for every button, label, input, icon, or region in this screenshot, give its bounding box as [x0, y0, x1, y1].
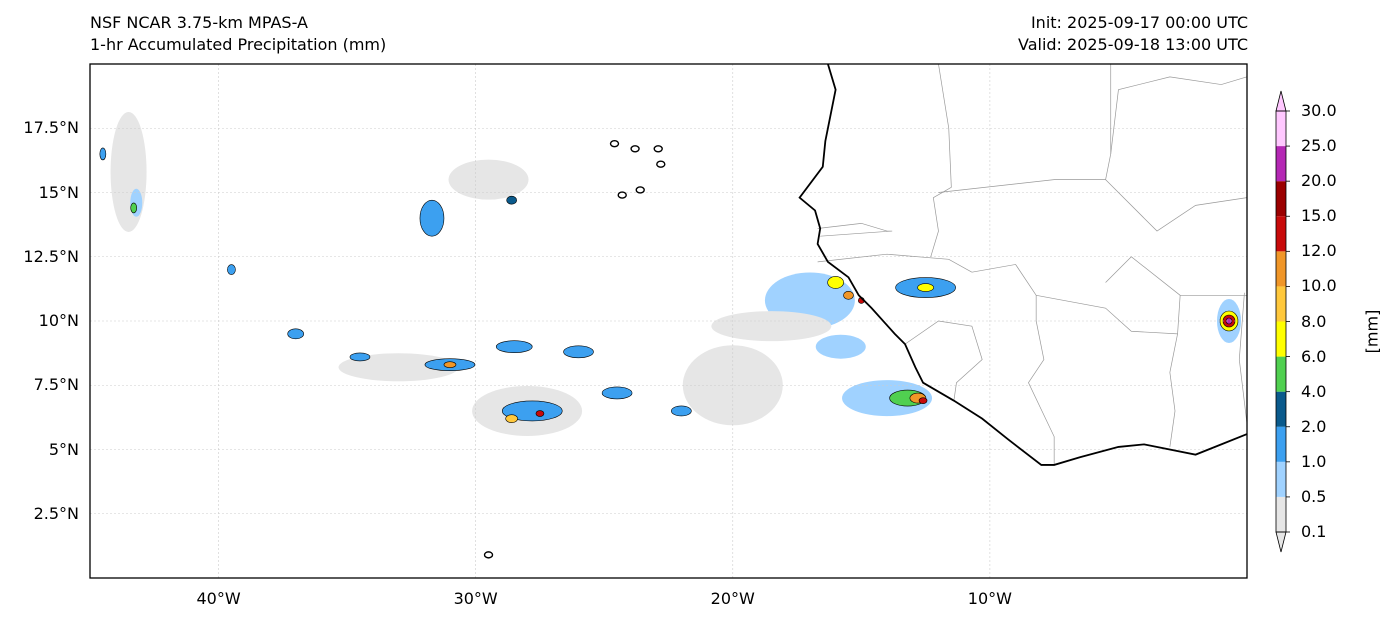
border-line [1105, 179, 1248, 232]
precip-cell [338, 353, 459, 382]
precip-cell [535, 410, 545, 417]
valid-time: Valid: 2025-09-18 13:00 UTC [1017, 35, 1248, 54]
colorbar-tick-label: 20.0 [1301, 171, 1337, 191]
border-line [904, 320, 983, 401]
island-outline [630, 145, 640, 153]
precip-cell [842, 380, 933, 417]
precip-cell [917, 283, 934, 292]
island-outline [483, 551, 494, 559]
border-line [1105, 256, 1181, 296]
title-block: NSF NCAR 3.75-km MPAS-A 1-hr Accumulated… [90, 12, 386, 56]
precip-cell [443, 361, 457, 368]
precip-cell [843, 290, 854, 300]
precip-cell [130, 202, 138, 214]
colorbar-tick-label: 0.1 [1301, 522, 1327, 541]
lat-tick-label: 12.5°N [23, 246, 79, 266]
colorbar-segment [1276, 321, 1286, 357]
colorbar-segment [1276, 391, 1286, 427]
colorbar-tick-label: 30.0 [1301, 101, 1337, 120]
precip-cell [110, 111, 147, 232]
border-line [1036, 294, 1247, 335]
colorbar-segment [1276, 251, 1286, 287]
lon-tick-label: 40°W [196, 589, 241, 608]
precip-cell [827, 276, 844, 289]
lat-tick-label: 17.5°N [23, 118, 79, 138]
island-outline [617, 191, 627, 199]
init-time: Init: 2025-09-17 00:00 UTC [1030, 13, 1248, 32]
island-outline [656, 160, 666, 168]
precip-cell [349, 352, 371, 362]
colorbar-tick-label: 12.0 [1301, 241, 1337, 261]
time-block: Init: 2025-09-17 00:00 UTC Valid: 2025-0… [1018, 12, 1248, 56]
model-title: NSF NCAR 3.75-km MPAS-A [90, 13, 308, 32]
colorbar-units: [mm] [1362, 309, 1382, 354]
colorbar-segment [1276, 426, 1286, 462]
colorbar-extend-min [1275, 531, 1287, 553]
island-outline [609, 139, 620, 148]
lat-tick-label: 15°N [38, 182, 79, 202]
precip-cell [711, 311, 832, 342]
colorbar-segment [1276, 461, 1286, 497]
border-line [1110, 76, 1248, 154]
lon-tick-label: 30°W [453, 589, 498, 608]
precip-cell [918, 397, 928, 404]
precip-cell [506, 195, 517, 205]
border-line [1169, 333, 1178, 447]
lon-tick-label: 10°W [967, 589, 1012, 608]
border-line [938, 64, 1112, 193]
colorbar-segment [1276, 181, 1286, 217]
border-line [1238, 292, 1248, 424]
precip-cell [671, 405, 692, 417]
border-line [817, 253, 973, 273]
colorbar-tick-label: 4.0 [1301, 381, 1327, 401]
lat-tick-label: 2.5°N [33, 503, 79, 523]
colorbar-segment [1276, 496, 1286, 532]
precip-cell [505, 414, 518, 423]
coastline [798, 63, 1248, 466]
colorbar-tick-label: 25.0 [1301, 136, 1337, 156]
field-title: 1-hr Accumulated Precipitation (mm) [90, 35, 387, 54]
precip-layer [99, 111, 1242, 436]
precip-cell [227, 264, 236, 275]
precip-cell [815, 334, 866, 359]
colorbar-segment [1276, 146, 1286, 182]
colorbar-segment [1276, 286, 1286, 322]
colorbar-tick-label: 6.0 [1301, 346, 1327, 366]
colorbar-tick-label: 0.5 [1301, 486, 1327, 506]
border-line [971, 264, 1055, 465]
precip-cell [448, 159, 529, 200]
lon-tick-label: 20°W [710, 589, 755, 608]
gridlines [90, 64, 1247, 578]
islands [483, 139, 666, 559]
coastline-line [798, 63, 1248, 466]
colorbar [1275, 90, 1290, 553]
border-line [930, 63, 952, 257]
colorbar-segment [1276, 111, 1286, 147]
country-borders [817, 63, 1248, 465]
precip-cell [601, 386, 633, 400]
island-outline [635, 186, 645, 194]
colorbar-tick-label: 1.0 [1301, 451, 1327, 471]
colorbar-tick-label: 2.0 [1301, 416, 1327, 436]
colorbar-extend-max [1275, 90, 1287, 112]
precip-cell [501, 400, 563, 422]
precip-cell [419, 199, 445, 237]
lat-tick-label: 10°N [38, 311, 79, 330]
colorbar-tick-label: 15.0 [1301, 206, 1337, 226]
lat-tick-label: 7.5°N [33, 375, 79, 395]
colorbar-tick-label: 8.0 [1301, 311, 1327, 331]
border-line [817, 222, 893, 237]
lat-tick-label: 5°N [48, 439, 79, 459]
island-outline [653, 145, 663, 153]
precip-cell [99, 147, 107, 161]
colorbar-tick-label: 10.0 [1301, 276, 1337, 296]
colorbar-segment [1276, 356, 1286, 392]
map-frame [89, 63, 1248, 579]
precip-cell [287, 328, 304, 340]
precip-cell [563, 345, 594, 359]
colorbar-segment [1276, 216, 1286, 252]
precip-cell [495, 340, 533, 354]
